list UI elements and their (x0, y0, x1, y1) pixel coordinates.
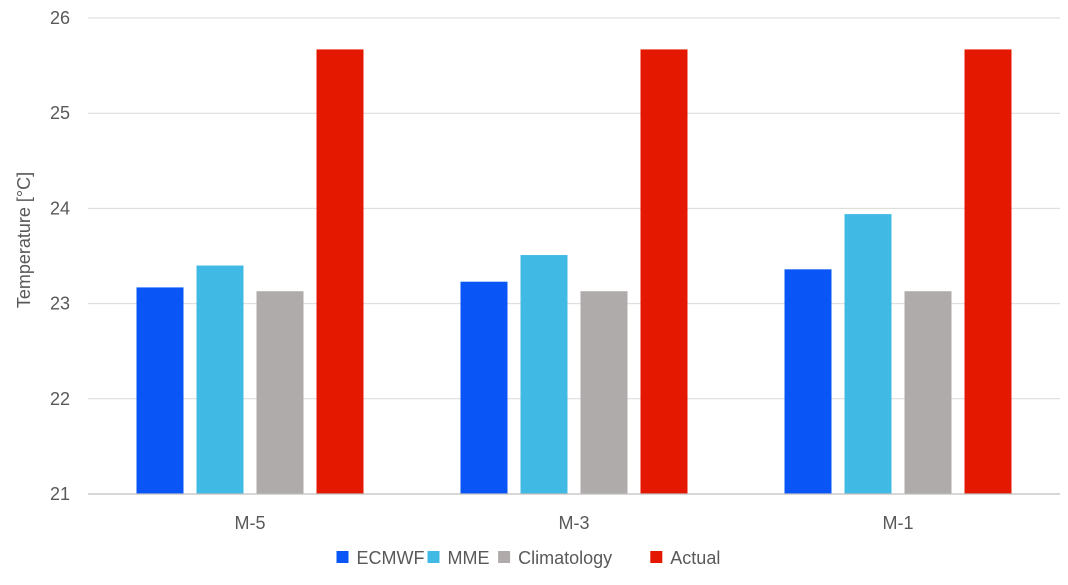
y-tick-label: 24 (50, 198, 70, 218)
bar-mme-m-5 (196, 265, 244, 494)
bar-actual-m-1 (964, 49, 1012, 494)
legend-swatch-mme (427, 551, 440, 563)
legend-label-climatology: Climatology (518, 548, 612, 568)
x-category-label: M-3 (559, 513, 590, 533)
axes: 21 22 23 24 25 26 M-5 M-3 M-1 (50, 8, 1060, 533)
legend-swatch-ecmwf (336, 551, 349, 563)
legend-label-ecmwf: ECMWF (357, 548, 425, 568)
bar-climatology-m-1 (904, 291, 952, 494)
legend-swatch-climatology (498, 551, 511, 563)
bar-mme-m-3 (520, 255, 568, 494)
bar-ecmwf-m-1 (784, 269, 832, 494)
bar-climatology-m-5 (256, 291, 304, 494)
bar-actual-m-3 (640, 49, 688, 494)
bars (136, 49, 1012, 494)
bar-climatology-m-3 (580, 291, 628, 494)
bar-mme-m-1 (844, 214, 892, 494)
bar-ecmwf-m-5 (136, 287, 184, 494)
y-tick-label: 25 (50, 103, 70, 123)
y-tick-label: 26 (50, 8, 70, 28)
legend-label-actual: Actual (670, 548, 720, 568)
x-category-label: M-5 (235, 513, 266, 533)
gridlines (88, 17, 1060, 400)
y-tick-label: 22 (50, 389, 70, 409)
y-tick-label: 23 (50, 294, 70, 314)
bar-actual-m-5 (316, 49, 364, 494)
x-category-label: M-1 (883, 513, 914, 533)
y-tick-label: 21 (50, 484, 70, 504)
bar-ecmwf-m-3 (460, 281, 508, 494)
legend-swatch-actual (650, 551, 663, 563)
legend-label-mme: MME (448, 548, 490, 568)
legend: ECMWF MME Climatology Actual (336, 548, 720, 568)
y-axis-title: Temperature [°C] (14, 172, 34, 308)
